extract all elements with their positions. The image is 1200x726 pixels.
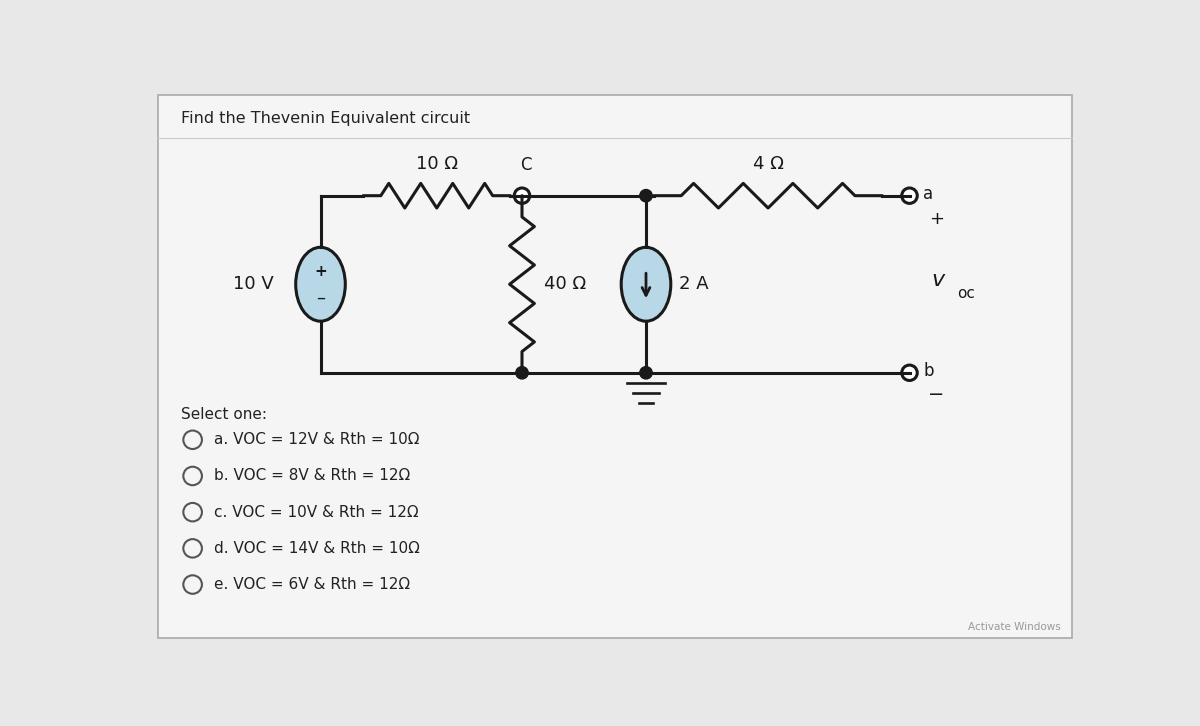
- Ellipse shape: [295, 248, 346, 321]
- Circle shape: [515, 188, 529, 203]
- Circle shape: [516, 367, 528, 379]
- Text: +: +: [314, 264, 326, 279]
- Text: Activate Windows: Activate Windows: [968, 622, 1061, 632]
- Text: Select one:: Select one:: [181, 407, 266, 423]
- Text: –: –: [316, 288, 325, 306]
- Text: a. VOC = 12V & Rth = 10Ω: a. VOC = 12V & Rth = 10Ω: [214, 432, 419, 447]
- Text: 10 Ω: 10 Ω: [415, 155, 457, 173]
- Text: oc: oc: [958, 286, 976, 301]
- FancyBboxPatch shape: [157, 95, 1073, 638]
- Text: b. VOC = 8V & Rth = 12Ω: b. VOC = 8V & Rth = 12Ω: [214, 468, 410, 484]
- Text: 4 Ω: 4 Ω: [752, 155, 784, 173]
- Circle shape: [640, 367, 653, 379]
- Circle shape: [901, 188, 917, 203]
- Text: 40 Ω: 40 Ω: [544, 275, 586, 293]
- Circle shape: [640, 189, 653, 202]
- Circle shape: [901, 365, 917, 380]
- Text: e. VOC = 6V & Rth = 12Ω: e. VOC = 6V & Rth = 12Ω: [214, 577, 409, 592]
- Text: 2 A: 2 A: [678, 275, 708, 293]
- Ellipse shape: [622, 248, 671, 321]
- Text: −: −: [929, 385, 944, 404]
- Text: b: b: [924, 362, 934, 380]
- Text: d. VOC = 14V & Rth = 10Ω: d. VOC = 14V & Rth = 10Ω: [214, 541, 420, 556]
- Text: a: a: [924, 185, 934, 203]
- Text: Find the Thevenin Equivalent circuit: Find the Thevenin Equivalent circuit: [181, 111, 470, 126]
- Text: C: C: [520, 156, 532, 174]
- Text: $\mathit{v}$: $\mathit{v}$: [931, 270, 947, 290]
- Text: 10 V: 10 V: [233, 275, 274, 293]
- Text: +: +: [929, 210, 944, 228]
- Text: c. VOC = 10V & Rth = 12Ω: c. VOC = 10V & Rth = 12Ω: [214, 505, 418, 520]
